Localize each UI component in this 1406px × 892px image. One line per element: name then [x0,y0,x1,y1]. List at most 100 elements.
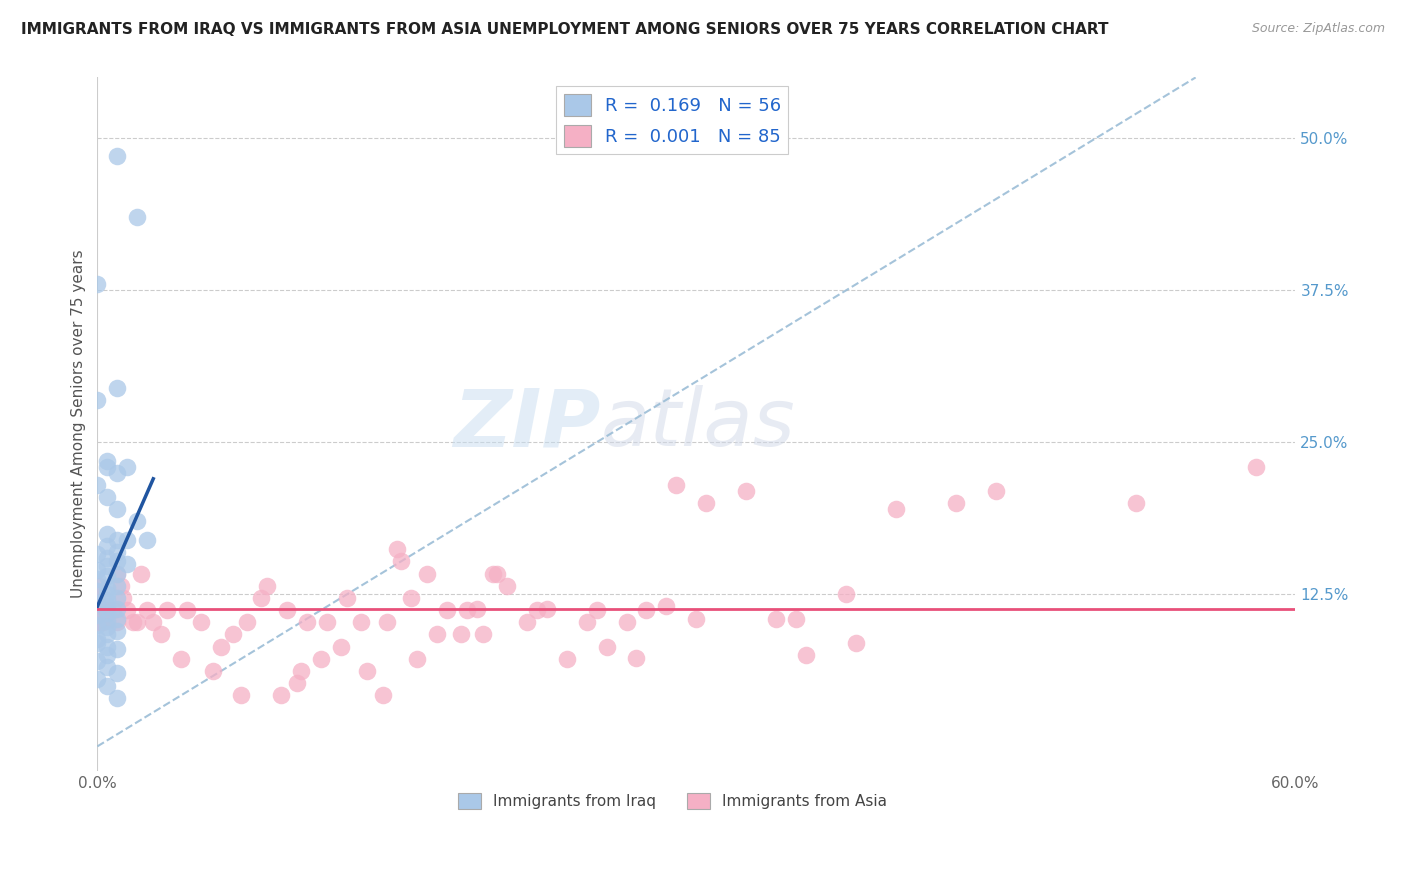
Point [96,614,118,628]
Point [665,478,688,492]
Point [86,636,108,650]
Point [96,559,118,574]
Point [1125,496,1147,510]
Point [202,664,225,678]
Point [105,591,128,605]
Text: ZIP: ZIP [453,385,600,463]
Point [450,627,472,641]
Point [399,591,422,605]
Point [526,603,548,617]
Point [156,603,179,617]
Point [105,579,128,593]
Point [96,593,118,607]
Point [785,612,807,626]
Point [765,612,787,626]
Point [96,453,118,467]
Point [270,688,292,702]
Point [336,591,359,605]
Point [229,688,252,702]
Point [86,603,108,617]
Point [236,615,259,630]
Point [285,676,308,690]
Point [276,603,298,617]
Point [485,566,508,581]
Point [86,572,108,586]
Point [96,648,118,662]
Point [465,602,488,616]
Point [636,603,658,617]
Point [456,603,478,617]
Point [105,381,128,395]
Point [105,566,128,581]
Point [655,599,678,614]
Point [316,615,339,630]
Point [86,596,108,610]
Point [105,624,128,638]
Point [105,666,128,681]
Point [127,514,149,528]
Point [86,547,108,561]
Point [375,615,398,630]
Text: IMMIGRANTS FROM IRAQ VS IMMIGRANTS FROM ASIA UNEMPLOYMENT AMONG SENIORS OVER 75 : IMMIGRANTS FROM IRAQ VS IMMIGRANTS FROM … [21,22,1108,37]
Point [385,542,408,557]
Point [105,149,128,163]
Point [105,690,128,705]
Point [845,636,868,650]
Point [356,664,378,678]
Point [984,483,1007,498]
Point [96,603,118,617]
Point [117,533,139,547]
Point [86,632,108,647]
Point [96,539,118,553]
Point [86,615,108,630]
Point [250,591,273,605]
Point [256,579,278,593]
Point [89,579,111,593]
Point [330,640,353,654]
Point [595,640,617,654]
Point [495,579,517,593]
Point [96,459,118,474]
Point [86,673,108,687]
Point [117,557,139,571]
Point [416,566,439,581]
Point [86,478,108,492]
Y-axis label: Unemployment Among Seniors over 75 years: Unemployment Among Seniors over 75 years [72,250,86,599]
Point [371,688,394,702]
Point [290,664,312,678]
Point [90,615,112,630]
Point [105,566,128,581]
Point [136,533,159,547]
Point [96,550,118,565]
Point [110,579,132,593]
Point [555,652,578,666]
Point [685,612,707,626]
Point [127,615,149,630]
Point [96,640,118,654]
Point [86,654,108,668]
Point [86,591,108,605]
Point [585,603,607,617]
Point [105,615,128,630]
Point [96,679,118,693]
Point [86,617,108,632]
Point [309,652,332,666]
Point [103,603,125,617]
Point [96,526,118,541]
Point [105,545,128,559]
Point [122,615,145,630]
Point [142,615,165,630]
Point [405,652,427,666]
Point [295,615,318,630]
Point [129,566,152,581]
Point [105,533,128,547]
Point [616,615,638,630]
Point [575,615,598,630]
Point [96,606,118,620]
Point [96,599,118,614]
Point [105,502,128,516]
Point [96,490,118,504]
Point [96,620,118,634]
Point [96,569,118,583]
Point [86,277,108,292]
